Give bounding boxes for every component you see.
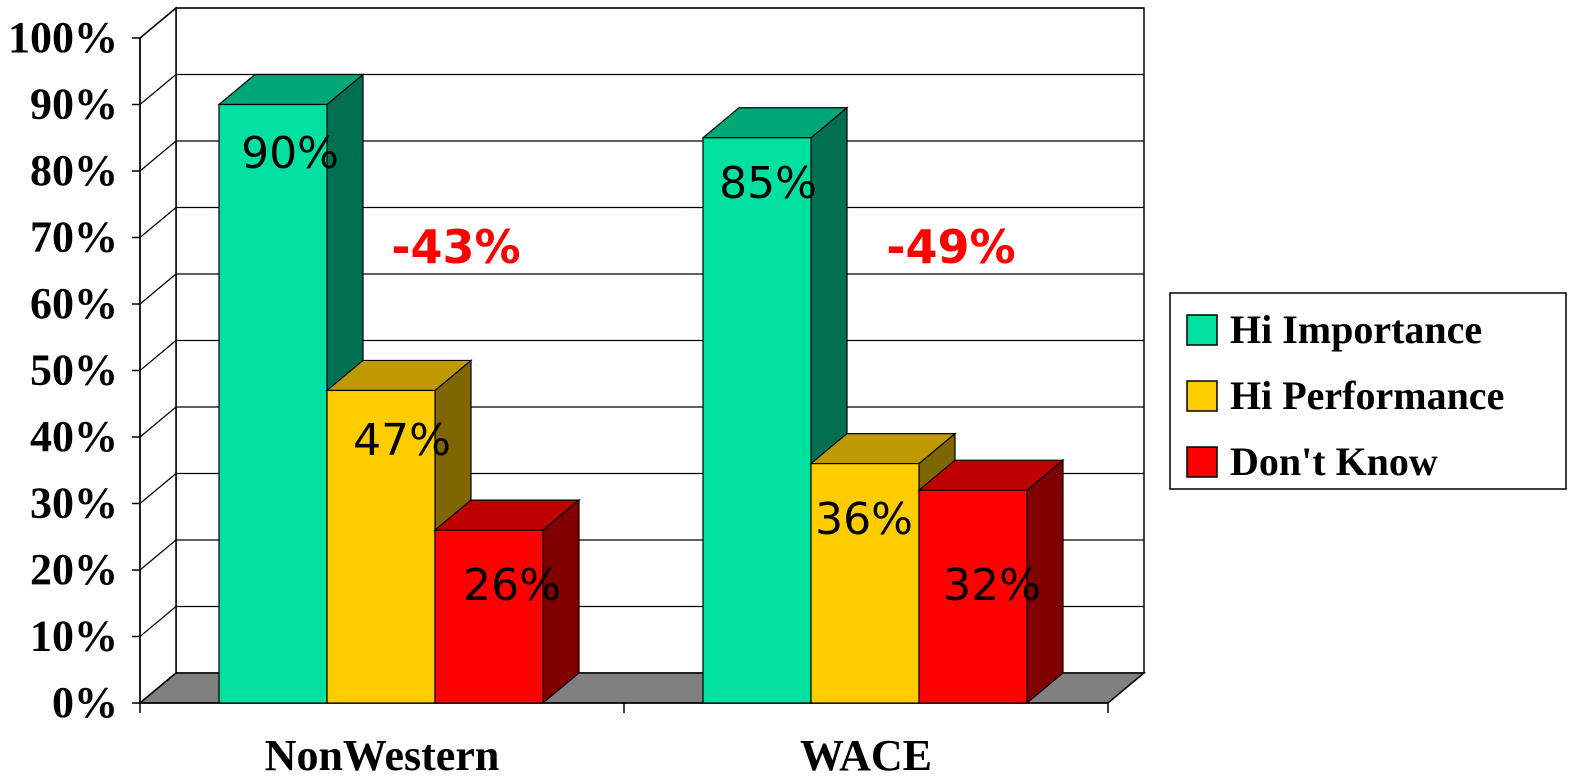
- legend: Hi Importance Hi Performance Don't Know: [1169, 292, 1567, 490]
- bar: [218, 103, 328, 704]
- bar: [810, 463, 920, 704]
- x-category-label: WACE: [800, 731, 932, 778]
- gridline-side: [139, 7, 177, 39]
- legend-swatch: [1186, 446, 1218, 478]
- legend-label: Hi Importance: [1230, 307, 1482, 352]
- y-tick-label: 70%: [30, 213, 118, 262]
- data-label: 32%: [943, 560, 1041, 611]
- y-tick-label: 10%: [30, 612, 118, 661]
- y-tick-label: 80%: [30, 146, 118, 195]
- gridline-side: [139, 273, 177, 305]
- axes: 0% 10% 20% 30% 40% 50% 60% 70% 80% 90% 100% NonWest…: [8, 13, 1109, 778]
- gridline-side: [139, 606, 177, 637]
- data-label: 26%: [463, 560, 561, 611]
- legend-swatch: [1186, 380, 1218, 412]
- data-label: 90%: [241, 128, 339, 179]
- gridline-side: [139, 473, 177, 504]
- bar: [702, 137, 812, 704]
- gridline-side: [139, 74, 177, 105]
- legend-label: Hi Performance: [1230, 373, 1504, 418]
- gridline-side: [139, 140, 177, 172]
- bars: 90% 47% 26% 85% 36% 32%: [217, 73, 1065, 705]
- data-label: 47%: [353, 415, 451, 466]
- y-tick-label: 50%: [30, 346, 118, 395]
- gridline-side: [139, 539, 177, 571]
- gridline-side: [139, 340, 177, 371]
- x-category-label: NonWestern: [265, 731, 500, 778]
- bar: [918, 489, 1028, 704]
- gridline-side: [139, 406, 177, 438]
- y-tick-label: 30%: [30, 479, 118, 528]
- annotations: -43% -49%: [391, 220, 1015, 274]
- difference-annotation: -49%: [886, 220, 1015, 274]
- legend-box: [1169, 292, 1567, 490]
- data-label: 85%: [719, 158, 817, 209]
- bar: [434, 529, 544, 704]
- y-tick-label: 0%: [52, 678, 118, 727]
- y-tick-label: 40%: [30, 412, 118, 461]
- legend-label: Don't Know: [1230, 439, 1438, 484]
- difference-annotation: -43%: [391, 220, 520, 274]
- gridline-side: [139, 207, 177, 238]
- y-tick-label: 90%: [30, 80, 118, 129]
- y-tick-label: 60%: [30, 279, 118, 328]
- y-tick-label: 100%: [8, 13, 118, 62]
- data-label: 36%: [815, 494, 913, 545]
- y-tick-label: 20%: [30, 545, 118, 594]
- legend-swatch: [1186, 314, 1218, 346]
